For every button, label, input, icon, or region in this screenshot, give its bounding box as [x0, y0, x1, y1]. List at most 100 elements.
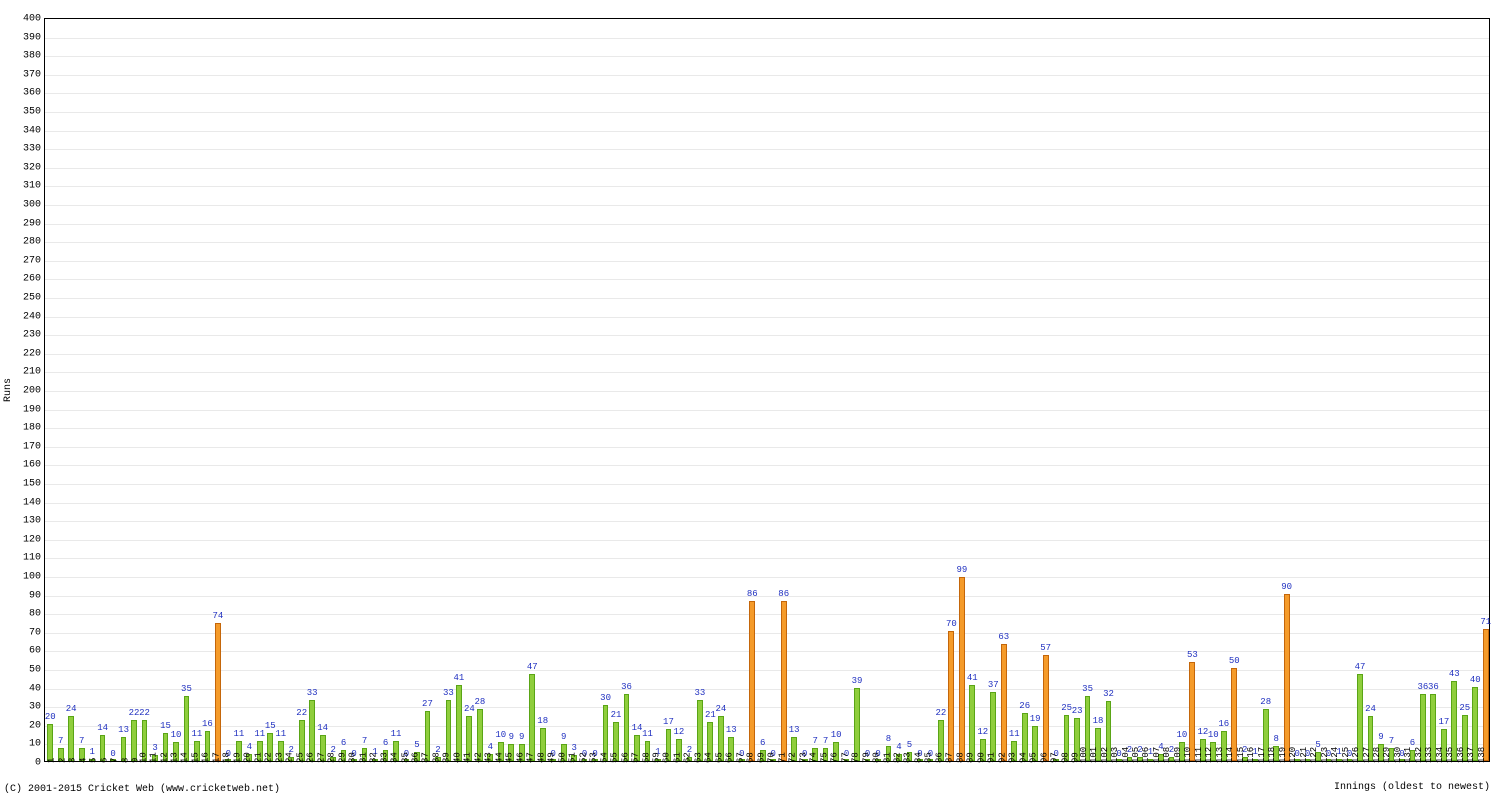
grid-line: [45, 75, 1489, 76]
bar-value-label: 25: [1459, 704, 1470, 713]
x-tick-label: 56: [621, 752, 630, 763]
bar-value-label: 63: [998, 633, 1009, 642]
bar-value-label: 25: [1061, 704, 1072, 713]
bar-value-label: 57: [1040, 644, 1051, 653]
bar-value-label: 15: [265, 722, 276, 731]
bar-value-label: 24: [464, 705, 475, 714]
bar-value-label: 21: [705, 711, 716, 720]
grid-line: [45, 261, 1489, 262]
bar-value-label: 13: [789, 726, 800, 735]
bar-value-label: 11: [192, 730, 203, 739]
bar-value-label: 11: [1009, 730, 1020, 739]
bar-value-label: 13: [118, 726, 129, 735]
x-tick-label: 57: [632, 752, 641, 763]
bar-value-label: 16: [202, 720, 213, 729]
x-tick-label: 91: [988, 752, 997, 763]
bar: [456, 685, 462, 761]
y-tick-label: 310: [23, 181, 45, 192]
bar-value-label: 39: [852, 677, 863, 686]
grid-line: [45, 149, 1489, 150]
bar-value-label: 22: [139, 709, 150, 718]
y-tick-label: 330: [23, 144, 45, 155]
x-tick-label: 41: [464, 752, 473, 763]
y-tick-label: 340: [23, 125, 45, 136]
bar-value-label: 5: [907, 741, 912, 750]
x-tick-label: 30: [349, 752, 358, 763]
x-tick-label: 81: [883, 752, 892, 763]
bar: [1483, 629, 1489, 761]
y-tick-label: 260: [23, 274, 45, 285]
x-tick-label: 128: [1373, 747, 1382, 763]
bar-value-label: 11: [233, 730, 244, 739]
bar-value-label: 14: [97, 724, 108, 733]
y-tick-label: 270: [23, 255, 45, 266]
y-tick-label: 360: [23, 88, 45, 99]
x-tick-label: 80: [873, 752, 882, 763]
bar-value-label: 13: [726, 726, 737, 735]
grid-line: [45, 540, 1489, 541]
x-tick-label: 12: [160, 752, 169, 763]
x-tick-label: 49: [548, 752, 557, 763]
x-tick-label: 77: [841, 752, 850, 763]
x-tick-label: 44: [495, 752, 504, 763]
y-tick-label: 150: [23, 479, 45, 490]
y-tick-label: 290: [23, 218, 45, 229]
bar-value-label: 11: [275, 730, 286, 739]
grid-line: [45, 38, 1489, 39]
bar: [624, 694, 630, 761]
grid-line: [45, 428, 1489, 429]
bar-value-label: 9: [519, 733, 524, 742]
bar-value-label: 17: [1438, 718, 1449, 727]
bar-value-label: 99: [956, 566, 967, 575]
y-tick-label: 200: [23, 386, 45, 397]
x-tick-label: 10: [139, 752, 148, 763]
bar-value-label: 17: [663, 718, 674, 727]
y-tick-label: 170: [23, 441, 45, 452]
grid-line: [45, 633, 1489, 634]
bar-value-label: 9: [1378, 733, 1383, 742]
x-tick-label: 61: [674, 752, 683, 763]
x-tick-label: 76: [831, 752, 840, 763]
bar-value-label: 33: [307, 689, 318, 698]
x-tick-label: 33: [380, 752, 389, 763]
bar-value-label: 21: [611, 711, 622, 720]
x-tick-label: 65: [715, 752, 724, 763]
x-tick-label: 98: [1061, 752, 1070, 763]
bar-value-label: 9: [509, 733, 514, 742]
x-tick-label: 123: [1320, 747, 1329, 763]
x-tick-label: 119: [1279, 747, 1288, 763]
bar-value-label: 4: [488, 743, 493, 752]
grid-line: [45, 242, 1489, 243]
y-tick-label: 140: [23, 497, 45, 508]
bar: [854, 688, 860, 761]
bar-value-label: 12: [674, 728, 685, 737]
x-tick-label: 35: [401, 752, 410, 763]
x-tick-label: 95: [1030, 752, 1039, 763]
bar-value-label: 74: [212, 612, 223, 621]
x-tick-label: 100: [1079, 747, 1088, 763]
x-tick-label: 129: [1383, 747, 1392, 763]
bar-value-label: 6: [383, 739, 388, 748]
bar-value-label: 26: [1019, 702, 1030, 711]
bar-value-label: 53: [1187, 651, 1198, 660]
x-tick-label: 132: [1415, 747, 1424, 763]
y-tick-label: 80: [29, 609, 45, 620]
bar: [781, 601, 787, 761]
x-tick-label: 37: [422, 752, 431, 763]
x-tick-label: 53: [590, 752, 599, 763]
y-tick-label: 70: [29, 627, 45, 638]
bar-value-label: 15: [160, 722, 171, 731]
x-tick-label: 97: [1051, 752, 1060, 763]
bar-value-label: 9: [561, 733, 566, 742]
x-tick-label: 75: [820, 752, 829, 763]
x-tick-label: 63: [694, 752, 703, 763]
grid-line: [45, 651, 1489, 652]
bar-value-label: 41: [453, 674, 464, 683]
y-tick-label: 30: [29, 702, 45, 713]
bar-value-label: 43: [1449, 670, 1460, 679]
x-tick-label: 17: [212, 752, 221, 763]
bar-value-label: 11: [642, 730, 653, 739]
x-tick-label: 102: [1100, 747, 1109, 763]
bar-value-label: 8: [1273, 735, 1278, 744]
x-tick-label: 103: [1111, 747, 1120, 763]
